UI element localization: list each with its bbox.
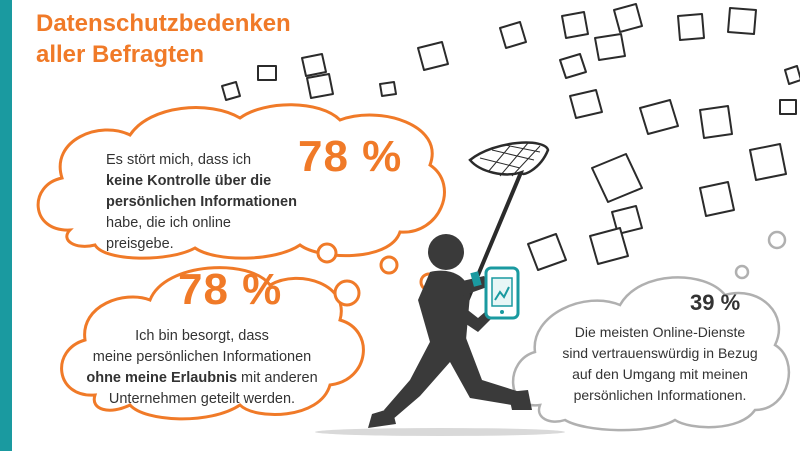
- statement-2-line-1: Ich bin besorgt, dass: [135, 328, 269, 344]
- statement-2-percent: 78 %: [178, 265, 283, 314]
- title-line-2: aller Befragten: [36, 41, 205, 68]
- statement-1-line-1: Es stört mich, dass ich: [106, 152, 252, 168]
- statement-2-text: Ich bin besorgt, dass meine persönlichen…: [82, 326, 322, 410]
- statement-2-line-3: ohne meine Erlaubnis mit anderen: [82, 368, 322, 389]
- statement-3-line-3: auf den Umgang mit meinen: [572, 366, 748, 382]
- flying-paper-icon: [221, 3, 800, 271]
- grey-bubbles: [734, 230, 787, 280]
- statement-1-line-3: persönlichen Informationen: [106, 192, 297, 213]
- person-with-net-icon: [315, 141, 565, 436]
- statement-3-line-1: Die meisten Online-Dienste: [574, 324, 746, 340]
- statement-1-line-2: keine Kontrolle über die: [106, 171, 297, 192]
- statement-2-bold: ohne meine Erlaubnis: [86, 370, 238, 386]
- statement-3-line-2: sind vertrauenswürdig in Bezug: [562, 345, 758, 361]
- cloud-3: [511, 276, 791, 432]
- statement-1-bold-2: persönlichen Informationen: [106, 194, 297, 210]
- statement-1-percent: 78 %: [298, 132, 403, 181]
- smartphone-icon: [484, 266, 520, 320]
- title-line-1: Datenschutzbedenken: [36, 10, 291, 37]
- statement-2-line-4: Unternehmen geteilt werden.: [108, 391, 296, 407]
- statement-1-bold-1: keine Kontrolle über die: [106, 173, 272, 189]
- statement-2-line-3-rest: mit anderen: [237, 370, 318, 386]
- side-stripe: [0, 0, 12, 451]
- bubbles: [316, 242, 439, 307]
- statement-1-line-5: preisgebe.: [106, 236, 174, 252]
- statement-1-text: Es stört mich, dass ich keine Kontrolle …: [106, 150, 297, 255]
- cloud-1: [36, 103, 446, 260]
- statement-3-line-4: persönlichen Informationen.: [573, 387, 747, 403]
- statement-2-line-2: meine persönlichen Informationen: [92, 349, 312, 365]
- statement-3-text: Die meisten Online-Dienste sind vertraue…: [540, 322, 780, 406]
- statement-3-percent: 39 %: [690, 290, 741, 315]
- statement-1-line-4: habe, die ich online: [106, 215, 231, 231]
- page-title: Datenschutzbedenken aller Befragten: [36, 8, 291, 70]
- cloud-2: [60, 266, 365, 421]
